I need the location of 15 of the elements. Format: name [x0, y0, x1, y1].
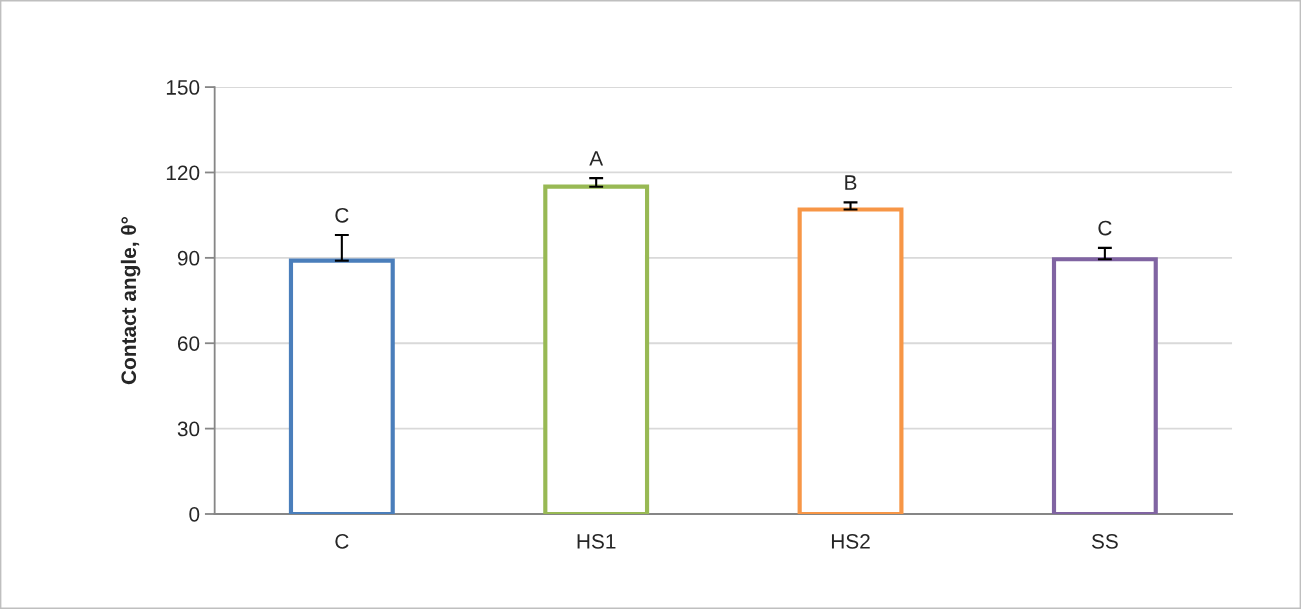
x-tick-label: HS2 [831, 533, 870, 549]
y-tick-label: 0 [189, 507, 200, 522]
y-tick-label: 60 [177, 336, 200, 351]
annotation: C [1098, 220, 1112, 236]
annotation: B [845, 175, 857, 190]
x-tick-label: SS [1091, 533, 1118, 549]
y-tick-label: 120 [166, 165, 200, 181]
annotation: C [335, 207, 349, 223]
y-axis-title: Contact angle, θ° [120, 216, 141, 385]
x-tick-label: HS1 [577, 533, 616, 549]
y-tick-label: 150 [166, 80, 200, 95]
annotation: A [589, 151, 604, 166]
y-tick-label: 30 [177, 421, 200, 437]
y-tick-label: 90 [177, 250, 200, 266]
x-tick-label: C [335, 533, 349, 549]
